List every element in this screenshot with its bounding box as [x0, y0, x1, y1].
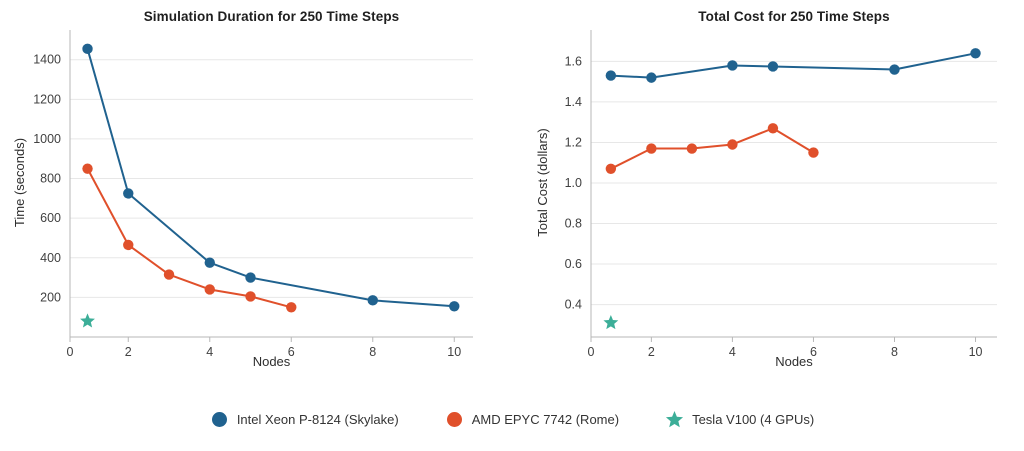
x-tick-label: 0	[67, 345, 74, 359]
chart-title-cost: Total Cost for 250 Time Steps	[698, 9, 890, 24]
data-point	[970, 48, 981, 59]
data-point	[204, 257, 215, 268]
x-axis-label-cost: Nodes	[775, 354, 813, 369]
legend-label: Tesla V100 (4 GPUs)	[692, 412, 815, 427]
x-tick-label: 0	[588, 345, 595, 359]
data-point	[686, 143, 698, 154]
series-line	[86, 47, 456, 308]
y-tick-label: 1200	[33, 92, 61, 106]
x-tick-label: 4	[729, 345, 736, 359]
series-line	[609, 127, 815, 170]
data-point	[727, 139, 738, 150]
data-point	[808, 147, 819, 158]
y-tick-label: 1.2	[565, 135, 582, 149]
data-point	[367, 295, 378, 306]
y-tick-label: 200	[40, 290, 61, 304]
y-tick-label: 1000	[33, 132, 61, 146]
data-point-star	[80, 313, 95, 328]
data-point	[204, 284, 215, 295]
y-tick-label: 800	[40, 172, 61, 186]
y-tick-label: 400	[40, 251, 61, 265]
x-tick-label: 10	[969, 345, 983, 359]
x-tick-label: 10	[447, 345, 461, 359]
legend-marker	[446, 412, 462, 427]
y-tick-label: 0.4	[565, 298, 582, 312]
charts-canvas: 200 400 600 800 1000 1200 1400 0 2 4 6 8 10 0.4 0.6 0.8…	[33, 30, 997, 359]
data-point	[605, 163, 617, 175]
data-point	[727, 60, 738, 71]
x-tick-label: 6	[288, 345, 295, 359]
data-point	[605, 70, 617, 81]
x-tick-label: 6	[810, 345, 817, 359]
y-tick-label: 0.6	[565, 257, 582, 271]
data-point	[286, 302, 297, 313]
data-point	[646, 143, 657, 154]
legend-label: AMD EPYC 7742 (Rome)	[471, 412, 620, 427]
legend-marker	[211, 412, 227, 427]
x-tick-label: 8	[891, 345, 898, 359]
data-point	[449, 301, 460, 312]
data-point	[646, 72, 657, 83]
data-point	[767, 123, 779, 134]
y-tick-label: 1400	[33, 53, 61, 67]
legend-circle-icon	[211, 412, 227, 427]
x-tick-label: 8	[369, 345, 376, 359]
series-line	[609, 52, 977, 79]
legend: Intel Xeon P-8124 (Skylake) AMD EPYC 7742…	[0, 410, 1024, 429]
y-tick-label: 0.8	[565, 217, 582, 231]
legend-circle-icon	[446, 412, 462, 427]
chart-title-duration: Simulation Duration for 250 Time Steps	[143, 9, 400, 24]
data-point	[82, 43, 93, 55]
legend-item: Intel Xeon P-8124 (Skylake)	[210, 410, 399, 429]
data-point	[245, 272, 256, 283]
data-point	[123, 239, 134, 251]
data-point	[82, 163, 93, 174]
legend-item: Tesla V100 (4 GPUs)	[665, 410, 814, 429]
y-tick-label: 600	[40, 211, 61, 225]
x-tick-label: 2	[648, 345, 655, 359]
legend-marker	[666, 411, 684, 428]
x-axis-label-duration: Nodes	[252, 354, 291, 369]
x-tick-label: 4	[206, 345, 213, 359]
data-point-star	[603, 315, 619, 330]
legend-item: AMD EPYC 7742 (Rome)	[445, 410, 619, 429]
data-point	[245, 291, 256, 302]
y-tick-label: 1.6	[565, 54, 582, 68]
x-tick-label: 2	[125, 345, 132, 359]
legend-label: Intel Xeon P-8124 (Skylake)	[236, 412, 399, 427]
data-point	[123, 188, 134, 199]
series-line	[86, 167, 293, 309]
data-point	[889, 64, 900, 75]
data-point	[767, 61, 779, 72]
legend-star-icon	[666, 411, 684, 428]
y-tick-label: 1.0	[565, 176, 582, 190]
data-point	[163, 269, 175, 280]
y-tick-label: 1.4	[565, 95, 582, 109]
